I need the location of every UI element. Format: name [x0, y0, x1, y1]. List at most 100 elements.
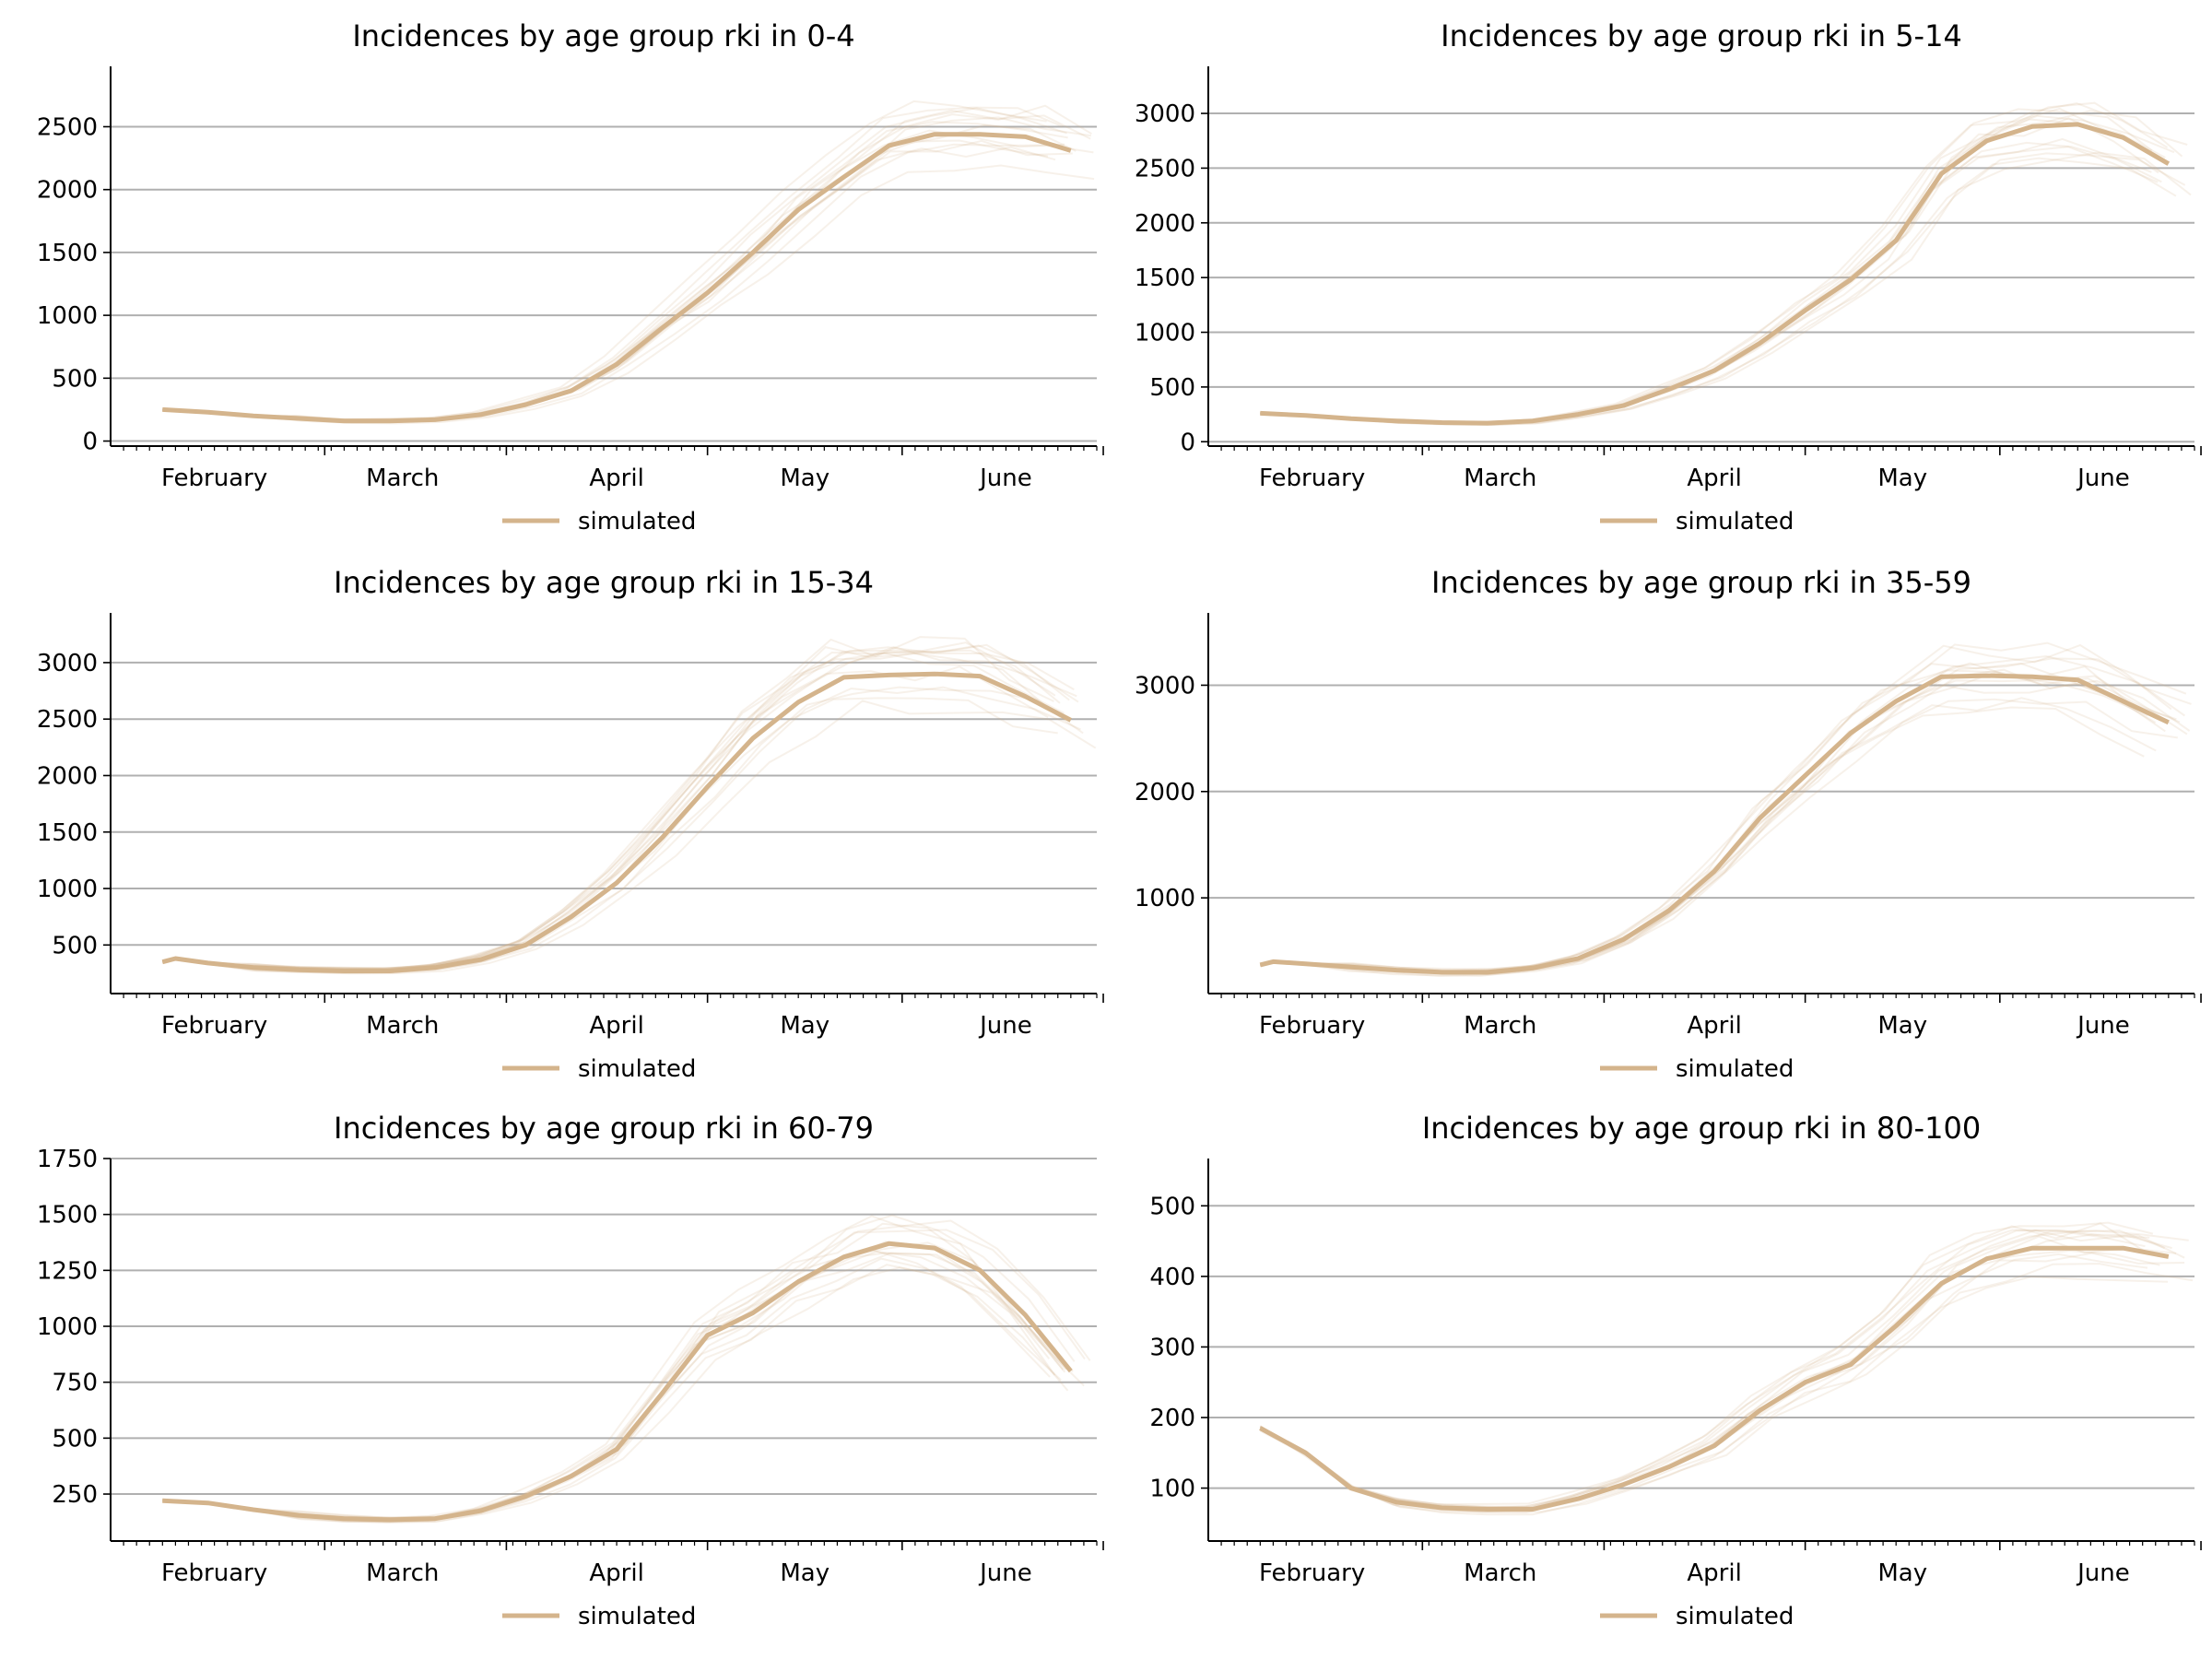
x-tick-label: April	[1687, 1012, 1741, 1040]
ensemble-line	[162, 1219, 1091, 1520]
ensemble-line	[1260, 117, 2159, 425]
ensemble-line	[1259, 1276, 2169, 1516]
y-tick-label: 750	[52, 1370, 98, 1397]
ensemble-line	[162, 646, 1048, 971]
x-tick-label: February	[161, 1012, 267, 1040]
y-tick-label: 400	[1149, 1264, 1195, 1291]
chart-title: Incidences by age group rki in 0-4	[352, 18, 854, 53]
x-tick-label: May	[1877, 1012, 1927, 1040]
ensemble-line	[1259, 1263, 2194, 1513]
y-tick-label: 500	[1149, 374, 1195, 402]
y-tick-label: 2500	[37, 113, 98, 141]
y-tick-label: 200	[1149, 1405, 1195, 1432]
ensemble-line	[162, 1251, 1056, 1522]
ensemble-line	[1259, 1230, 2189, 1510]
x-tick-label: March	[1464, 465, 1536, 492]
ensemble-line	[162, 1257, 1062, 1524]
ensemble-line	[161, 652, 1065, 971]
y-tick-label: 2500	[37, 706, 98, 734]
ensemble-line	[162, 104, 1092, 421]
chart-title: Incidences by age group rki in 60-79	[334, 1111, 874, 1146]
legend-label: simulated	[578, 1603, 696, 1630]
ensemble-line	[162, 686, 1084, 973]
x-tick-label: February	[1259, 1012, 1365, 1040]
ensemble-line	[162, 646, 1077, 971]
ensemble-line	[1260, 698, 2178, 976]
y-tick-label: 1500	[37, 1202, 98, 1230]
chart-panel-2: Incidences by age group rki in 15-34 500 1…	[37, 565, 1104, 1083]
y-tick-label: 500	[52, 932, 98, 959]
x-tick-label: March	[1464, 1559, 1536, 1587]
y-tick-label: 1500	[37, 819, 98, 847]
ensemble-line	[162, 651, 1075, 971]
ensemble-line	[1260, 675, 2188, 975]
x-tick-label: February	[161, 1559, 267, 1587]
ensemble-line	[161, 643, 1079, 970]
y-tick-label: 3000	[37, 650, 98, 677]
series-line-simulated	[162, 132, 1072, 424]
ensemble-line	[1260, 682, 2166, 975]
ensemble-line	[1259, 1222, 2146, 1508]
y-tick-label: 250	[52, 1481, 98, 1509]
y-tick-label: 100	[1149, 1476, 1195, 1503]
y-tick-label: 1000	[37, 302, 98, 330]
chart-title: Incidences by age group rki in 5-14	[1441, 18, 1962, 53]
ensemble-line	[162, 121, 1068, 422]
chart-panel-4: Incidences by age group rki in 60-79 250 5…	[37, 1111, 1104, 1630]
y-tick-label: 2000	[37, 177, 98, 205]
y-tick-label: 3000	[1135, 100, 1195, 128]
chart-panel-1: Incidences by age group rki in 5-14 0 500 1…	[1135, 18, 2202, 535]
legend-label: simulated	[578, 508, 696, 535]
x-tick-label: February	[1259, 465, 1365, 492]
x-tick-label: April	[1687, 1559, 1741, 1587]
ensemble-line	[162, 164, 1095, 425]
legend-label: simulated	[1676, 1603, 1794, 1630]
ensemble-line	[162, 1229, 1086, 1519]
ensemble-line	[161, 686, 1081, 974]
x-tick-label: February	[161, 465, 267, 492]
ensemble-line	[1259, 1229, 2150, 1510]
ensemble-line	[1259, 1253, 2148, 1514]
chart-title: Incidences by age group rki in 15-34	[334, 565, 874, 600]
x-tick-label: June	[978, 1012, 1032, 1040]
y-tick-label: 500	[52, 365, 98, 393]
x-tick-label: March	[1464, 1012, 1536, 1040]
chart-title: Incidences by age group rki in 80-100	[1422, 1111, 1981, 1146]
ensemble-line	[162, 700, 1097, 975]
x-tick-label: February	[1259, 1559, 1365, 1587]
ensemble-line	[1260, 671, 2181, 975]
ensemble-line	[1259, 1249, 2160, 1512]
chart-panel-3: Incidences by age group rki in 35-59 1000…	[1135, 565, 2202, 1083]
y-tick-label: 1500	[1135, 265, 1195, 292]
ensemble-line	[162, 1249, 1051, 1523]
x-tick-label: June	[978, 465, 1032, 492]
ensemble-line	[1260, 114, 2175, 424]
y-tick-label: 1250	[37, 1257, 98, 1285]
y-tick-label: 300	[1149, 1334, 1195, 1361]
ensemble-line	[162, 139, 1073, 423]
y-tick-label: 1000	[37, 1313, 98, 1341]
series-line-simulated	[1259, 673, 2170, 975]
y-tick-label: 1500	[37, 240, 98, 267]
ensemble-line	[162, 1264, 1069, 1524]
x-tick-label: June	[2076, 1559, 2130, 1587]
ensemble-line	[1259, 1229, 2146, 1510]
y-tick-label: 1000	[37, 876, 98, 903]
series-line-simulated	[1260, 122, 2171, 426]
x-tick-label: March	[366, 465, 439, 492]
y-tick-label: 500	[52, 1425, 98, 1453]
ensemble-line	[162, 1214, 1076, 1520]
x-tick-label: June	[2076, 1012, 2130, 1040]
y-tick-label: 1000	[1135, 320, 1195, 347]
ensemble-line	[1259, 1229, 2172, 1509]
chart-panel-0: Incidences by age group rki in 0-4 0 500 10…	[37, 18, 1104, 535]
ensemble-line	[162, 106, 1064, 420]
ensemble-line	[1260, 706, 2145, 977]
chart-panel-5: Incidences by age group rki in 80-100 100…	[1149, 1111, 2202, 1630]
x-tick-label: May	[780, 465, 830, 492]
series-line-simulated	[162, 1241, 1073, 1523]
x-tick-label: April	[589, 1012, 643, 1040]
ensemble-line	[1260, 643, 2172, 971]
series-line-simulated	[1259, 1245, 2170, 1512]
